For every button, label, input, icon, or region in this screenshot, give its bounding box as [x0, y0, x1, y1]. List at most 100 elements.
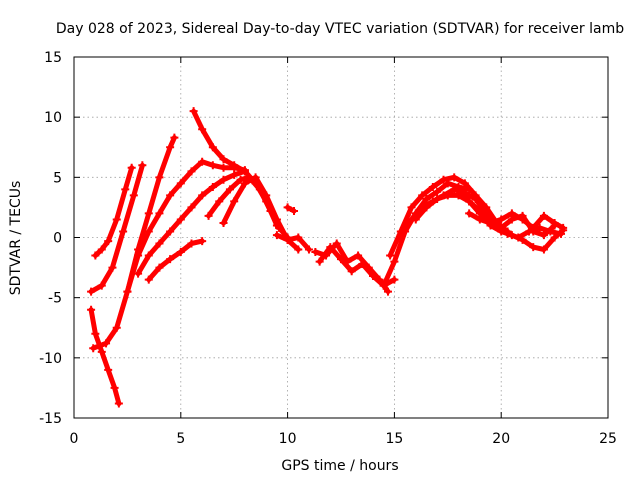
data-point: [219, 155, 228, 164]
series-track-9: [204, 173, 284, 232]
series-track-7: [144, 237, 207, 284]
data-point: [439, 175, 448, 184]
data-point: [407, 203, 416, 212]
series-line: [92, 165, 135, 258]
data-point: [144, 209, 153, 218]
data-point: [304, 245, 313, 254]
data-point: [251, 173, 260, 182]
data-point: [465, 197, 474, 206]
data-point: [326, 243, 335, 252]
series-line: [274, 232, 312, 252]
data-point: [155, 209, 164, 218]
data-point: [129, 191, 138, 200]
data-point: [155, 173, 164, 182]
data-point: [166, 191, 175, 200]
data-point: [104, 365, 113, 374]
data-point: [176, 179, 185, 188]
data-point: [460, 179, 469, 188]
data-point: [497, 215, 506, 224]
data-point: [219, 163, 228, 172]
data-point: [539, 231, 548, 240]
data-point: [119, 227, 128, 236]
y-tick-label: -10: [39, 351, 62, 367]
data-point: [450, 185, 459, 194]
y-axis-label: SDTVAR / TECUs: [8, 181, 24, 296]
data-point: [176, 215, 185, 224]
data-point: [283, 203, 292, 212]
data-point: [134, 251, 143, 260]
data-point: [127, 163, 136, 172]
chart-title: Day 028 of 2023, Sidereal Day-to-day VTE…: [56, 21, 624, 37]
data-point: [529, 227, 538, 236]
data-point: [219, 219, 228, 228]
data-point: [134, 269, 143, 278]
x-tick-label: 0: [70, 431, 79, 447]
data-point: [187, 203, 196, 212]
data-point: [110, 383, 119, 392]
data-point: [283, 235, 292, 244]
data-point: [507, 231, 516, 240]
data-point: [198, 237, 207, 246]
data-point: [112, 215, 121, 224]
data-point: [230, 170, 239, 179]
data-point: [418, 191, 427, 200]
data-point: [290, 207, 299, 216]
data-point: [204, 211, 213, 220]
data-point: [354, 251, 363, 260]
data-point: [166, 143, 175, 152]
data-point: [386, 251, 395, 260]
data-point: [155, 263, 164, 272]
data-point: [97, 347, 106, 356]
data-point: [198, 125, 207, 134]
data-point: [166, 227, 175, 236]
y-tick-label: 10: [44, 110, 62, 126]
data-point: [559, 223, 568, 232]
data-point: [123, 287, 132, 296]
data-point: [379, 281, 388, 290]
data-point: [518, 235, 527, 244]
data-point: [369, 272, 378, 281]
data-point: [390, 257, 399, 266]
data-point: [411, 215, 420, 224]
data-point: [219, 175, 228, 184]
series-track-20: [454, 187, 559, 240]
x-tick-label: 5: [176, 431, 185, 447]
data-point: [272, 215, 281, 224]
x-tick-labels: 0 5 10 15 20 25: [70, 431, 617, 447]
data-point: [91, 329, 100, 338]
data-point: [454, 187, 463, 196]
series-track-4: [87, 305, 123, 408]
data-point: [539, 211, 548, 220]
data-point: [272, 231, 281, 240]
data-point: [102, 339, 111, 348]
data-point: [383, 287, 392, 296]
data-point: [176, 247, 185, 256]
x-tick-label: 20: [492, 431, 510, 447]
data-point: [433, 187, 442, 196]
data-point: [471, 194, 480, 203]
data-point: [443, 191, 452, 200]
x-axis-label: GPS time / hours: [281, 458, 398, 474]
data-point: [87, 305, 96, 314]
data-point: [422, 194, 431, 203]
y-tick-label: -15: [39, 411, 62, 427]
data-point: [347, 267, 356, 276]
data-point: [294, 245, 303, 254]
y-tick-label: 0: [53, 231, 62, 247]
series-track-1: [91, 163, 136, 260]
series-track-2: [87, 161, 147, 296]
data-series: [87, 107, 568, 408]
data-point: [507, 215, 516, 224]
data-point: [166, 255, 175, 264]
data-point: [187, 167, 196, 176]
data-point: [518, 211, 527, 220]
data-point: [236, 175, 245, 184]
data-point: [529, 243, 538, 252]
data-point: [198, 191, 207, 200]
series-track-11: [272, 231, 313, 254]
data-point: [97, 281, 106, 290]
data-point: [208, 182, 217, 191]
x-tick-label: 25: [599, 431, 617, 447]
data-point: [89, 344, 98, 353]
series-track-6: [134, 167, 249, 278]
